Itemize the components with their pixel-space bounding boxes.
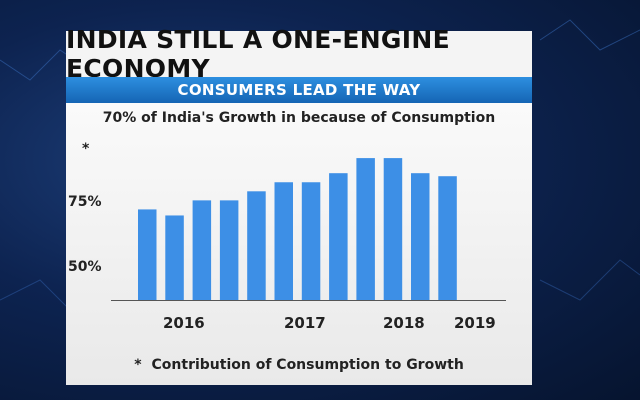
bar bbox=[356, 158, 375, 300]
bar bbox=[438, 176, 457, 300]
footnote-marker: * bbox=[134, 357, 142, 373]
bar bbox=[219, 200, 239, 300]
x-tick-label: 2019 bbox=[454, 314, 496, 332]
y-tick-label: 75% bbox=[68, 194, 102, 210]
bar bbox=[411, 173, 430, 300]
x-tick-label: 2016 bbox=[163, 314, 205, 332]
bar bbox=[247, 191, 266, 300]
bar bbox=[165, 215, 184, 300]
bar bbox=[329, 173, 348, 300]
x-tick-label: 2018 bbox=[383, 314, 425, 332]
headline-banner: INDIA STILL A ONE-ENGINE ECONOMY bbox=[66, 25, 532, 83]
bar bbox=[301, 182, 321, 300]
x-tick-label: 2017 bbox=[284, 314, 326, 332]
bar-chart bbox=[111, 158, 506, 301]
footnote: * Contribution of Consumption to Growth bbox=[66, 357, 532, 373]
chart-panel: 70% of India's Growth in because of Cons… bbox=[66, 103, 532, 385]
bar bbox=[138, 209, 157, 300]
subheadline-banner: CONSUMERS LEAD THE WAY bbox=[66, 77, 532, 103]
chart-title: 70% of India's Growth in because of Cons… bbox=[102, 110, 496, 126]
footnote-text: Contribution of Consumption to Growth bbox=[151, 357, 464, 373]
headline-text: INDIA STILL A ONE-ENGINE ECONOMY bbox=[66, 25, 450, 83]
subheadline-text: CONSUMERS LEAD THE WAY bbox=[177, 81, 421, 99]
bar bbox=[192, 200, 212, 300]
bar bbox=[274, 182, 293, 300]
bar bbox=[383, 158, 403, 300]
y-tick-label: * bbox=[82, 141, 90, 157]
y-tick-label: 50% bbox=[68, 259, 102, 275]
